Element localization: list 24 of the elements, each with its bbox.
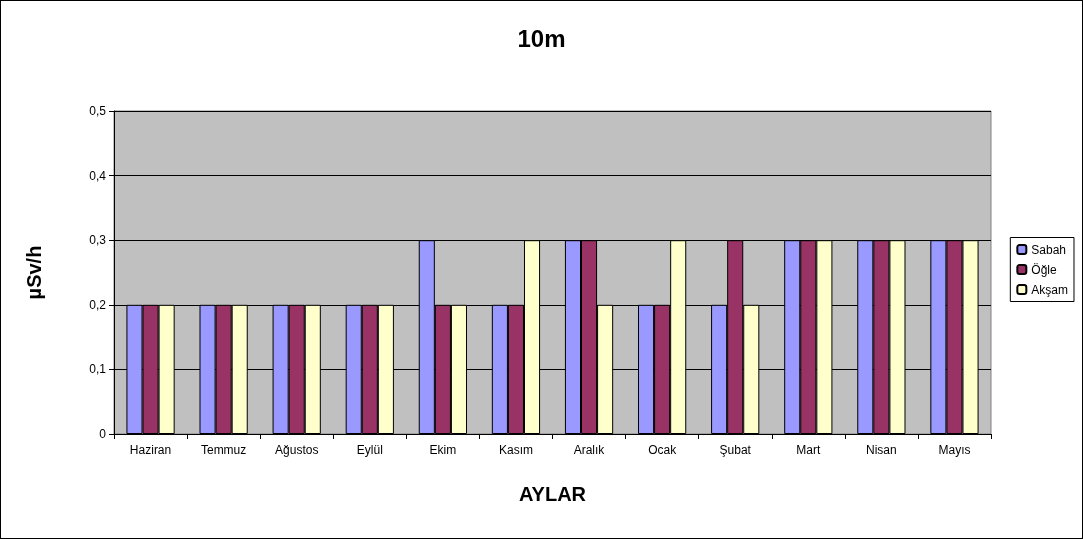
x-tick-label: Temmuz: [200, 443, 247, 457]
y-tick-label: 0,2: [89, 297, 107, 312]
y-tick-label: 0,3: [89, 233, 107, 248]
x-tick-label: Kasım: [498, 443, 533, 457]
legend-label: Öğle: [1031, 262, 1057, 277]
y-tick-label: 0,1: [89, 362, 107, 377]
chart-title: 10m: [517, 24, 566, 52]
x-tick-label: Ekim: [429, 443, 457, 457]
legend-label: Sabah: [1031, 242, 1067, 257]
x-tick-label: Mart: [796, 443, 821, 457]
y-axis-title: µSv/h: [23, 245, 45, 300]
legend-label: Akşam: [1031, 282, 1069, 297]
y-tick-label: 0,4: [89, 168, 107, 183]
x-tick-label: Aralık: [573, 443, 606, 457]
x-tick-label: Nisan: [866, 443, 897, 457]
x-axis-title: AYLAR: [518, 483, 587, 505]
x-tick-label: Ağustos: [275, 443, 319, 457]
x-tick-label: Haziran: [129, 443, 172, 457]
y-tick-label: 0,5: [89, 104, 107, 118]
x-tick-label: Ocak: [648, 443, 678, 457]
x-tick-label: Mayıs: [938, 443, 971, 457]
x-tick-label: Şubat: [719, 443, 752, 457]
x-tick-label: Eylül: [356, 443, 383, 457]
y-tick-label: 0: [99, 427, 107, 441]
